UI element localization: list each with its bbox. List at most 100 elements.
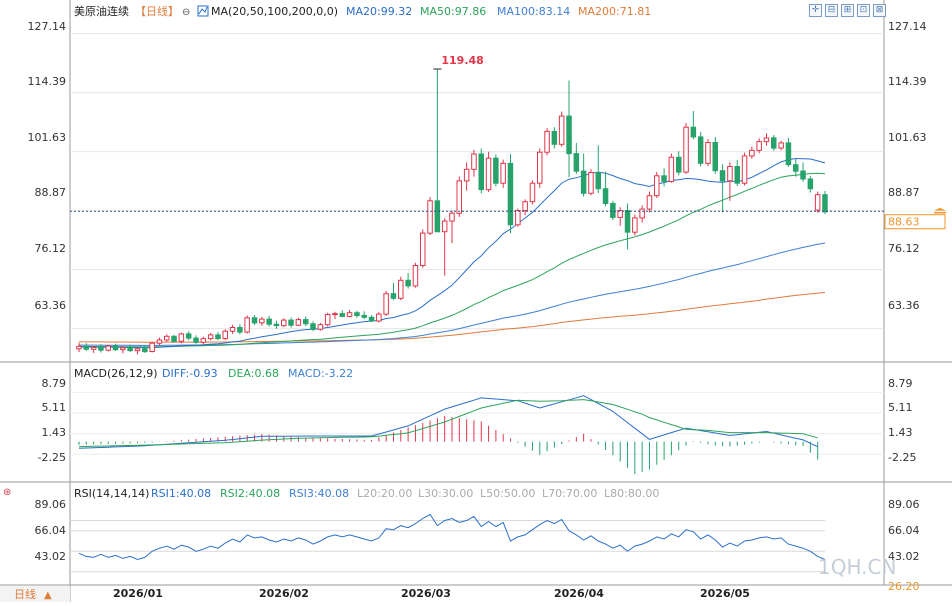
- candle-up: [727, 166, 733, 182]
- ma100-value: MA100:83.14: [497, 5, 570, 18]
- candle-down: [822, 194, 828, 213]
- macd-dea-line: [78, 399, 818, 448]
- candle-up: [164, 335, 170, 341]
- crosshair-icon[interactable]: ⊛: [3, 487, 11, 498]
- ma200-value: MA200:71.81: [578, 5, 651, 18]
- candle-up: [763, 137, 770, 143]
- candle-down: [303, 319, 309, 325]
- candle-up: [471, 153, 477, 170]
- candle-down: [573, 153, 580, 172]
- candle-down: [405, 279, 411, 287]
- candle-up: [383, 293, 389, 315]
- candle-up: [814, 194, 821, 211]
- price-tick-left: 76.12: [35, 242, 67, 255]
- price-y-ticks: 127.14 114.39 101.63 88.87 76.12 63.36 1…: [28, 20, 927, 312]
- ma20-line: [78, 157, 826, 349]
- candle-down: [112, 345, 119, 351]
- candle-down: [800, 170, 806, 180]
- last-price-tag: [884, 214, 946, 230]
- macd-macd-value: MACD:-3.22: [288, 367, 353, 380]
- period-button[interactable]: [0, 586, 70, 602]
- rsi-tick-right: 66.04: [888, 524, 920, 537]
- candle-up: [90, 346, 97, 350]
- candle-down: [193, 337, 199, 343]
- rsi-tick-left: 66.04: [35, 524, 67, 537]
- candle-up: [749, 149, 755, 157]
- candle-up: [500, 162, 506, 184]
- candle-down: [734, 166, 740, 184]
- candle-up: [756, 141, 762, 151]
- macd-tick-left: 1.43: [42, 426, 67, 439]
- price-tick-right: 88.87: [888, 186, 920, 199]
- candle-down: [624, 210, 631, 233]
- close-icon[interactable]: ⊠: [873, 4, 886, 17]
- zoom-in-icon[interactable]: ⊞: [841, 4, 854, 17]
- ma20-value: MA20:99.32: [346, 5, 412, 18]
- macd-tick-left: 5.11: [42, 401, 67, 414]
- candle-down: [288, 319, 294, 326]
- macd-tick-right: -2.25: [888, 451, 916, 464]
- candle-up: [376, 313, 382, 322]
- macd-tick-left: 8.79: [42, 377, 67, 390]
- candle-up: [281, 319, 287, 327]
- macd-tick-right: 5.11: [888, 401, 913, 414]
- candle-down: [310, 323, 316, 330]
- settings-icon[interactable]: ⊖: [182, 7, 190, 18]
- rsi3-value: RSI3:40.08: [289, 487, 349, 500]
- candle-down: [551, 130, 558, 145]
- rsi-y-ticks: 89.06 66.04 43.02 89.06 66.04 43.02 26.2…: [35, 498, 920, 593]
- candle-up: [200, 338, 207, 343]
- macd-label: MACD(26,12,9): [74, 367, 158, 380]
- x-axis-label: 2026/01: [113, 587, 163, 600]
- macd-diff-value: DIFF:-0.93: [162, 367, 218, 380]
- candle-up: [485, 157, 492, 191]
- ma50-value: MA50:97.86: [420, 5, 486, 18]
- rsi-layer: [70, 513, 826, 573]
- ma50-line: [78, 172, 826, 348]
- candle-up: [537, 151, 543, 184]
- zoom-out-icon[interactable]: ⊡: [857, 4, 870, 17]
- candle-up: [420, 232, 426, 267]
- candle-up: [639, 208, 645, 219]
- x-axis-label: 2026/02: [259, 587, 309, 600]
- macd-y-ticks: 8.79 5.11 1.43 -2.25 8.79 5.11 1.43 -2.2…: [38, 377, 917, 464]
- candle-up: [529, 182, 536, 203]
- candle-up: [778, 142, 784, 149]
- candle-up: [741, 155, 748, 184]
- crosshair-tool-icon[interactable]: ✛: [809, 4, 822, 17]
- candlestick-layer: [76, 69, 946, 355]
- candle-up: [463, 168, 470, 182]
- grid-layer: [70, 33, 884, 330]
- instrument-name: 美原油连续: [74, 4, 129, 18]
- price-tick-left: 114.39: [28, 75, 67, 88]
- candle-down: [127, 347, 133, 352]
- price-tick-left: 63.36: [35, 299, 67, 312]
- ma-chart-icon[interactable]: [197, 5, 209, 17]
- candle-down: [83, 345, 89, 350]
- rsi-tick-right: 89.06: [888, 498, 920, 511]
- minus-tool-icon[interactable]: ⊟: [825, 4, 838, 17]
- candle-down: [719, 170, 726, 182]
- candle-down: [771, 137, 777, 149]
- candle-down: [354, 312, 360, 317]
- period-button-arrow-icon: ▲: [44, 590, 52, 601]
- candle-down: [690, 126, 697, 138]
- candle-up: [229, 327, 236, 332]
- candle-down: [602, 188, 609, 204]
- rsi-tick-right: 43.02: [888, 550, 920, 563]
- candle-up: [120, 347, 126, 351]
- macd-tick-left: -2.25: [38, 451, 66, 464]
- candle-up: [244, 317, 250, 333]
- rsi-line: [78, 513, 826, 561]
- candle-down: [697, 136, 704, 164]
- candle-up: [149, 342, 155, 353]
- period-button-label: 日线: [14, 587, 36, 601]
- x-axis-label: 2026/03: [401, 587, 451, 600]
- candle-up: [449, 212, 455, 222]
- price-tick-right: 76.12: [888, 242, 920, 255]
- candle-up: [317, 324, 324, 330]
- candle-up: [324, 314, 331, 326]
- rsi1-value: RSI1:40.08: [151, 487, 211, 500]
